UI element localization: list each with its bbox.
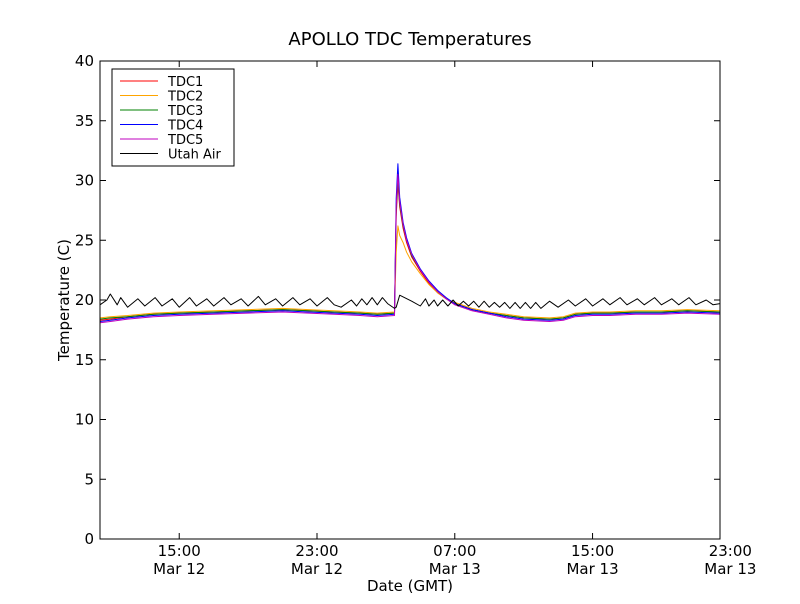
series-line-utah-air [99, 293, 721, 309]
y-tick-label: 15 [75, 351, 94, 369]
x-tick-label-date: Mar 12 [153, 560, 205, 578]
x-axis-label: Date (GMT) [367, 577, 453, 595]
x-tick-label-date: Mar 12 [291, 560, 343, 578]
series-line-tdc4 [99, 163, 721, 322]
legend-label-tdc5: TDC5 [167, 133, 203, 148]
y-tick-label: 20 [75, 291, 94, 309]
y-tick-label: 0 [84, 530, 94, 548]
legend-label-tdc1: TDC1 [167, 75, 203, 90]
plot-area [99, 163, 721, 324]
y-axis-label: Temperature (C) [55, 239, 73, 362]
x-tick-label-time: 23:00 [709, 542, 752, 560]
legend-label-utah-air: Utah Air [168, 148, 221, 163]
chart-title: APOLLO TDC Temperatures [288, 29, 531, 50]
legend-label-tdc3: TDC3 [167, 104, 203, 119]
legend-label-tdc4: TDC4 [167, 119, 203, 134]
series-line-tdc2 [99, 225, 721, 319]
x-tick-label-date: Mar 13 [566, 560, 618, 578]
x-tick-label-date: Mar 13 [704, 560, 756, 578]
x-tick-label-date: Mar 13 [429, 560, 481, 578]
x-tick-label-time: 15:00 [571, 542, 614, 560]
y-tick-label: 35 [75, 112, 94, 130]
legend-box [111, 68, 235, 167]
x-tick-label-time: 07:00 [433, 542, 476, 560]
x-tick-label-time: 15:00 [158, 542, 201, 560]
y-tick-label: 40 [75, 52, 94, 70]
y-tick-label: 30 [75, 172, 94, 190]
y-tick-label: 5 [84, 470, 94, 488]
x-tick-label-time: 23:00 [295, 542, 338, 560]
y-tick-label: 10 [75, 411, 94, 429]
legend-label-tdc2: TDC2 [167, 90, 203, 105]
y-tick-label: 25 [75, 231, 94, 249]
plot-frame [99, 60, 721, 540]
series-line-tdc3 [99, 177, 721, 320]
series-line-tdc5 [99, 174, 721, 324]
